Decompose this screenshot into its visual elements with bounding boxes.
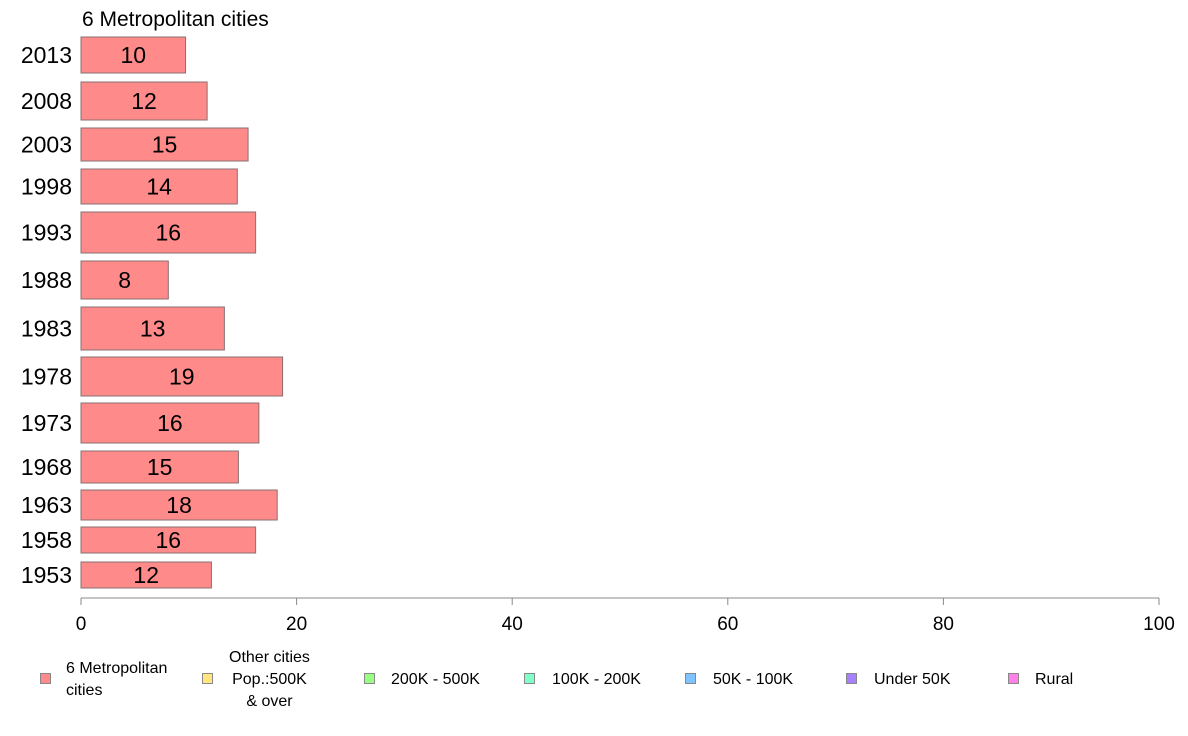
bar (80, 211, 257, 254)
bar-value-label: 15 (147, 454, 173, 480)
bar-value-label: 16 (156, 527, 182, 553)
category-label: 1968 (21, 454, 72, 480)
category-label: 1958 (21, 527, 72, 553)
legend-label: 50K - 100K (713, 671, 794, 688)
bar (80, 450, 239, 484)
bar (80, 489, 278, 521)
legend-label: 100K - 200K (552, 671, 641, 688)
bar-value-label: 18 (166, 492, 192, 518)
x-tick-label: 60 (717, 614, 738, 635)
bar (80, 402, 260, 444)
bar (80, 81, 208, 121)
bar (80, 306, 225, 351)
category-label: 1963 (21, 492, 72, 518)
legend-swatch (364, 673, 375, 684)
bar (80, 526, 257, 554)
category-label: 1973 (21, 410, 72, 436)
category-label: 2013 (21, 42, 72, 68)
bar-chart: 6 Metropolitan cities 102013122008152003… (21, 8, 1175, 635)
legend-swatch (846, 673, 857, 684)
bar (80, 356, 284, 397)
bar (80, 36, 187, 74)
bar (80, 168, 238, 205)
x-tick-label: 0 (76, 614, 87, 635)
legend-label: 6 Metropolitan cities (66, 660, 168, 699)
x-tick-label: 100 (1143, 614, 1175, 635)
legend-swatch (1008, 673, 1019, 684)
legend-swatch (685, 673, 696, 684)
x-tick-label: 20 (286, 614, 307, 635)
bar-value-label: 13 (140, 316, 166, 342)
bar-value-label: 8 (118, 267, 131, 293)
category-label: 2008 (21, 88, 72, 114)
legend-label: Other cities Pop.:500K & over (229, 649, 310, 710)
category-label: 1993 (21, 220, 72, 246)
x-tick-label: 40 (502, 614, 523, 635)
bar (80, 260, 169, 300)
category-label: 1953 (21, 562, 72, 588)
bar-value-label: 16 (157, 410, 183, 436)
legend-swatch (202, 673, 213, 684)
bar-value-label: 12 (131, 88, 157, 114)
category-label: 2003 (21, 132, 72, 158)
bar-value-label: 15 (152, 132, 178, 158)
bar (80, 127, 249, 162)
bar-value-label: 12 (133, 562, 159, 588)
bar-value-label: 14 (146, 174, 172, 200)
category-label: 1978 (21, 364, 72, 390)
chart-title: 6 Metropolitan cities (82, 8, 269, 31)
x-tick-label: 80 (933, 614, 954, 635)
category-label: 1983 (21, 316, 72, 342)
bar (80, 561, 212, 589)
bar-value-label: 19 (169, 364, 195, 390)
category-label: 1998 (21, 174, 72, 200)
legend: 6 Metropolitan cities Other cities Pop.:5… (0, 640, 1188, 730)
bar-value-label: 10 (120, 42, 146, 68)
legend-swatch (524, 673, 535, 684)
category-label: 1988 (21, 267, 72, 293)
legend-label: Under 50K (874, 671, 951, 688)
legend-label: 200K - 500K (391, 671, 480, 688)
legend-label: Rural (1035, 671, 1074, 688)
legend-swatch (40, 673, 51, 684)
bar-value-label: 16 (156, 220, 182, 246)
